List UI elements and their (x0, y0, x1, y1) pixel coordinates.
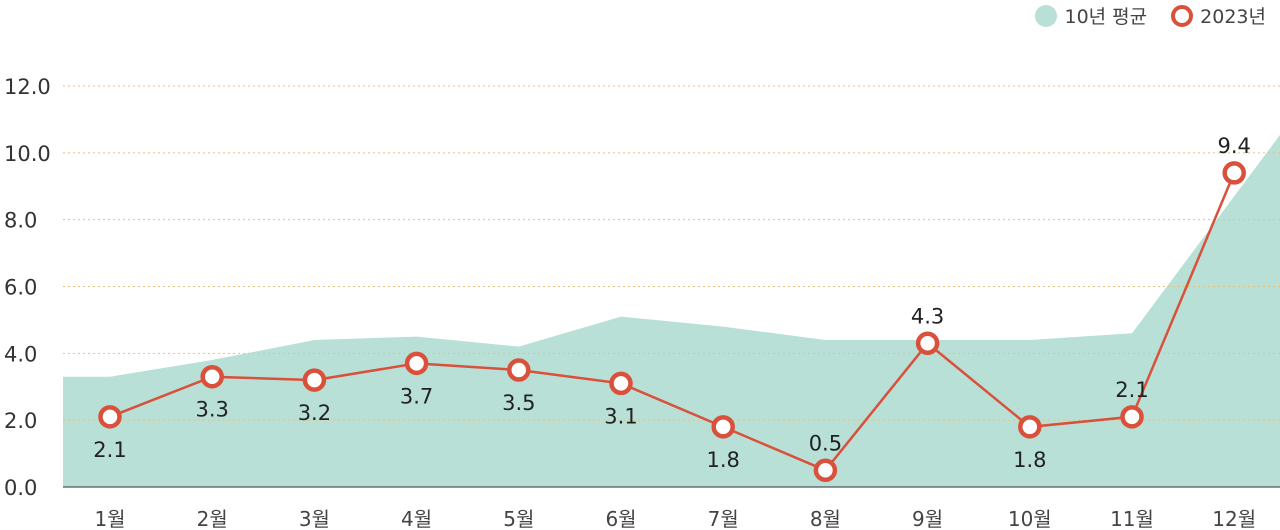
x-tick-label: 4월 (401, 507, 432, 530)
area-10yr-average (63, 134, 1280, 487)
x-tick-label: 6월 (605, 507, 636, 530)
y-tick-label: 4.0 (4, 342, 37, 366)
data-point-2023 (507, 358, 531, 382)
x-tick-label: 9월 (912, 507, 943, 530)
data-label-2023: 2.1 (93, 438, 126, 462)
data-label-2023: 3.5 (502, 391, 535, 415)
chart-legend: 10년 평균 2023년 (1035, 2, 1266, 29)
y-tick-label: 8.0 (4, 209, 37, 233)
data-label-2023: 1.8 (1013, 448, 1046, 472)
data-point-2023 (404, 351, 429, 376)
data-label-2023: 9.4 (1217, 134, 1250, 158)
x-tick-label: 1월 (94, 507, 125, 530)
data-point-2023 (200, 364, 224, 389)
x-tick-label: 8월 (810, 507, 841, 530)
y-tick-label: 0.0 (4, 476, 37, 500)
data-point-2023 (609, 371, 633, 396)
data-point-2023 (915, 331, 940, 356)
x-tick-label: 10월 (1008, 507, 1052, 530)
data-label-2023: 3.7 (400, 384, 433, 408)
x-tick-label: 3월 (299, 507, 330, 530)
y-tick-label: 10.0 (4, 142, 51, 166)
data-point-2023 (1018, 415, 1042, 439)
data-point-2023 (302, 368, 327, 392)
legend-area-label: 10년 평균 (1064, 6, 1148, 28)
data-label-2023: 4.3 (911, 304, 944, 328)
legend-item-area: 10년 평균 (1035, 2, 1147, 29)
x-tick-label: 2월 (197, 507, 228, 530)
y-tick-label: 12.0 (4, 75, 51, 99)
data-label-2023: 3.1 (604, 404, 637, 428)
data-label-2023: 3.2 (298, 401, 331, 425)
y-tick-label: 2.0 (4, 409, 37, 433)
y-tick-label: 6.0 (4, 276, 37, 300)
legend-item-line: 2023년 (1171, 2, 1266, 29)
legend-area-swatch (1035, 4, 1058, 27)
legend-line-swatch (1171, 4, 1194, 27)
line-2023 (109, 172, 1236, 472)
data-point-2023 (711, 415, 735, 439)
x-tick-label: 12월 (1212, 507, 1256, 530)
data-label-2023: 1.8 (706, 448, 739, 472)
x-tick-label: 5월 (503, 507, 534, 530)
data-point-2023 (1120, 405, 1144, 429)
data-label-2023: 0.5 (809, 431, 842, 455)
data-point-2023 (813, 458, 838, 483)
data-point-2023 (98, 405, 122, 429)
legend-line-label: 2023년 (1200, 6, 1266, 28)
data-label-2023: 2.1 (1115, 378, 1148, 402)
x-tick-label: 11월 (1110, 507, 1154, 530)
data-point-2023 (1222, 161, 1246, 185)
data-label-2023: 3.3 (195, 398, 228, 422)
x-tick-label: 7월 (708, 507, 739, 530)
